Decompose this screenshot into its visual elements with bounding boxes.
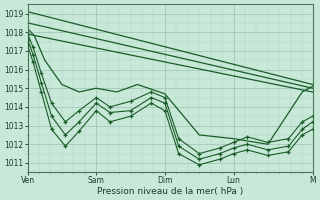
X-axis label: Pression niveau de la mer( hPa ): Pression niveau de la mer( hPa ) — [97, 187, 243, 196]
